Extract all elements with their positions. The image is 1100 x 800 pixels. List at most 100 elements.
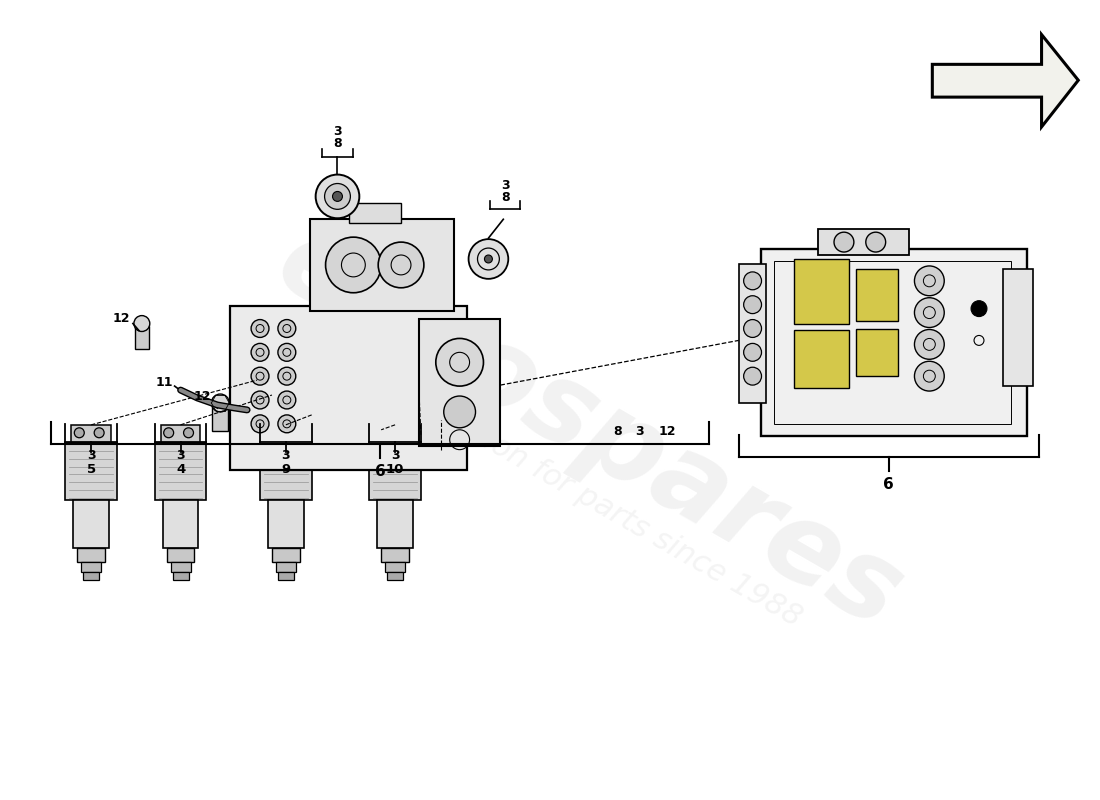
Bar xyxy=(276,562,296,572)
Circle shape xyxy=(134,315,150,331)
Bar xyxy=(774,261,1011,424)
Circle shape xyxy=(278,343,296,362)
Circle shape xyxy=(251,319,270,338)
Bar xyxy=(212,405,229,430)
Circle shape xyxy=(278,367,296,385)
Circle shape xyxy=(744,343,761,362)
Bar xyxy=(170,562,190,572)
Text: 3: 3 xyxy=(282,449,290,462)
Circle shape xyxy=(324,183,351,210)
Text: 6: 6 xyxy=(883,477,894,492)
Bar xyxy=(72,425,111,442)
Text: 8: 8 xyxy=(500,191,509,204)
Circle shape xyxy=(914,266,944,296)
Circle shape xyxy=(326,237,382,293)
Text: 3: 3 xyxy=(635,426,643,438)
Circle shape xyxy=(316,174,360,218)
Bar xyxy=(155,442,207,500)
Bar xyxy=(794,259,849,323)
Circle shape xyxy=(251,391,270,409)
Text: 9: 9 xyxy=(282,463,290,476)
Bar xyxy=(856,269,898,321)
Circle shape xyxy=(289,428,299,438)
Circle shape xyxy=(971,301,987,317)
Text: 4: 4 xyxy=(176,463,185,476)
Bar xyxy=(350,203,402,223)
Bar xyxy=(74,500,109,548)
Polygon shape xyxy=(933,34,1078,127)
Circle shape xyxy=(744,296,761,314)
Bar xyxy=(377,500,412,548)
Circle shape xyxy=(914,362,944,391)
Bar xyxy=(387,572,403,580)
Text: 12: 12 xyxy=(659,426,675,438)
Bar xyxy=(266,425,306,442)
Circle shape xyxy=(211,394,229,412)
Circle shape xyxy=(251,367,270,385)
Circle shape xyxy=(278,415,296,433)
Bar xyxy=(818,229,910,255)
Bar xyxy=(81,562,101,572)
Circle shape xyxy=(75,428,85,438)
Text: 12: 12 xyxy=(112,312,130,325)
Bar xyxy=(760,249,1026,436)
Circle shape xyxy=(484,255,493,263)
Circle shape xyxy=(744,319,761,338)
Bar xyxy=(856,329,898,376)
Bar xyxy=(382,548,409,562)
Bar xyxy=(310,219,453,310)
Circle shape xyxy=(251,415,270,433)
Circle shape xyxy=(95,428,104,438)
Circle shape xyxy=(744,367,761,385)
Bar xyxy=(167,548,195,562)
Bar xyxy=(278,572,294,580)
Circle shape xyxy=(184,428,194,438)
Bar xyxy=(385,562,405,572)
Bar xyxy=(739,264,767,403)
Text: 8: 8 xyxy=(333,138,342,150)
Bar xyxy=(268,500,304,548)
Circle shape xyxy=(443,396,475,428)
Circle shape xyxy=(834,232,854,252)
Bar xyxy=(84,572,99,580)
Text: 11: 11 xyxy=(156,376,174,389)
Circle shape xyxy=(378,428,388,438)
Bar xyxy=(65,442,117,500)
Bar xyxy=(163,500,198,548)
Text: 3: 3 xyxy=(500,179,509,192)
Bar xyxy=(260,442,311,500)
Circle shape xyxy=(164,428,174,438)
Bar xyxy=(419,318,500,446)
Circle shape xyxy=(278,391,296,409)
Text: 3: 3 xyxy=(87,449,96,462)
Text: 3: 3 xyxy=(333,126,342,138)
Bar xyxy=(272,548,299,562)
Circle shape xyxy=(914,330,944,359)
Circle shape xyxy=(278,319,296,338)
Text: 3: 3 xyxy=(176,449,185,462)
Text: 6: 6 xyxy=(375,464,386,479)
Bar xyxy=(173,572,188,580)
Text: 5: 5 xyxy=(87,463,96,476)
Bar xyxy=(161,425,200,442)
Text: a passion for parts since 1988: a passion for parts since 1988 xyxy=(393,377,806,632)
Bar xyxy=(794,330,849,388)
Bar xyxy=(1003,269,1033,386)
Text: eurospares: eurospares xyxy=(258,208,921,652)
Circle shape xyxy=(436,338,484,386)
Bar xyxy=(135,326,149,350)
Circle shape xyxy=(378,242,424,288)
Bar xyxy=(370,442,421,500)
Circle shape xyxy=(866,232,886,252)
Text: 10: 10 xyxy=(386,463,405,476)
Circle shape xyxy=(469,239,508,279)
Text: 3: 3 xyxy=(390,449,399,462)
Circle shape xyxy=(270,428,279,438)
Bar xyxy=(77,548,106,562)
Circle shape xyxy=(251,343,270,362)
Bar xyxy=(375,425,415,442)
Circle shape xyxy=(332,191,342,202)
Bar xyxy=(230,306,466,470)
Circle shape xyxy=(398,428,408,438)
Circle shape xyxy=(914,298,944,327)
